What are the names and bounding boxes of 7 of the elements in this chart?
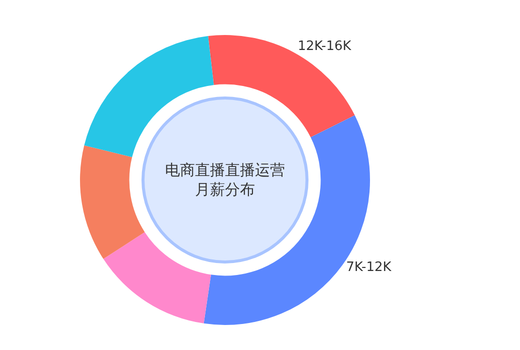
- text: 电商直播直播运营月薪分布: [165, 161, 285, 198]
- donut-slice: [103, 232, 211, 324]
- slice-label: 7K-12K: [346, 260, 392, 276]
- donut-slice: [80, 145, 145, 259]
- donut-slice: [84, 36, 214, 158]
- donut-slice: [208, 35, 355, 138]
- slice-label: 12K-16K: [298, 39, 352, 54]
